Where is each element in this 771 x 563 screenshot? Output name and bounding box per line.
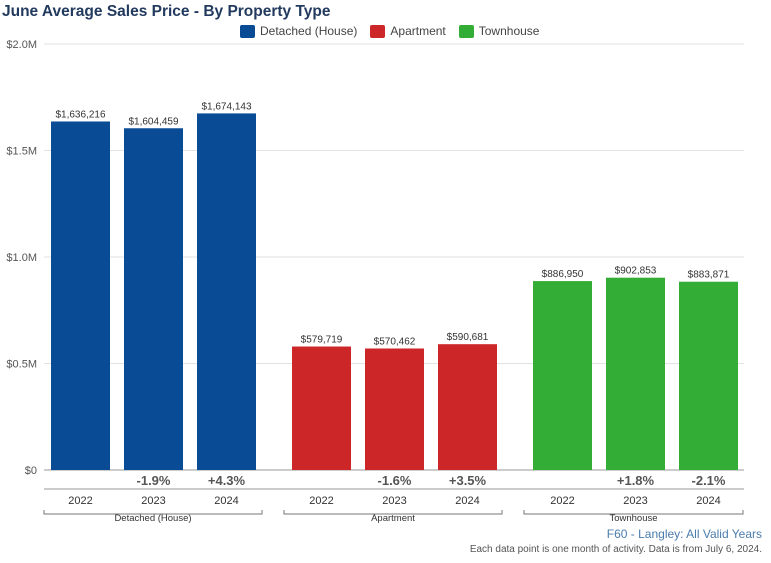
legend-label-detached: Detached (House) <box>260 24 358 38</box>
data-label: $570,462 <box>374 336 416 347</box>
legend-swatch-detached <box>240 24 255 38</box>
category-bracket <box>43 510 263 515</box>
x-tick-label: 2022 <box>309 495 333 507</box>
x-tick-label: 2023 <box>141 495 165 507</box>
data-label: $1,604,459 <box>128 116 178 127</box>
x-tick-label: 2024 <box>455 495 479 507</box>
bar <box>365 348 424 470</box>
bar <box>51 121 110 470</box>
x-tick-label: 2023 <box>382 495 406 507</box>
bar <box>292 346 351 470</box>
x-tick-label: 2024 <box>696 495 720 507</box>
change-label: -1.6% <box>378 473 412 488</box>
change-label: +1.8% <box>617 473 655 488</box>
x-tick-label: 2023 <box>623 495 647 507</box>
footer-note: Each data point is one month of activity… <box>469 544 762 555</box>
legend-item-townhouse[interactable]: Townhouse <box>458 24 540 38</box>
y-tick-label: $1.0M <box>6 252 37 264</box>
legend-label-apartment: Apartment <box>390 24 446 38</box>
x-tick-label: 2022 <box>68 495 92 507</box>
bar <box>197 113 256 471</box>
footer-source: F60 - Langley: All Valid Years <box>606 527 762 541</box>
bar <box>438 344 497 470</box>
chart-title: June Average Sales Price - By Property T… <box>2 3 331 20</box>
y-tick-label: $1.5M <box>6 146 37 158</box>
y-tick-label: $0 <box>25 465 37 477</box>
category-label: Townhouse <box>609 513 657 524</box>
legend-label-townhouse: Townhouse <box>478 24 540 38</box>
data-label: $902,853 <box>615 266 657 277</box>
change-label: -2.1% <box>692 473 726 488</box>
y-tick-label: $0.5M <box>6 359 37 371</box>
x-tick-label: 2024 <box>214 495 238 507</box>
category-bracket <box>283 510 503 515</box>
category-bracket <box>523 510 744 515</box>
legend-swatch-apartment <box>370 24 386 38</box>
legend-swatch-townhouse <box>458 24 474 38</box>
data-label: $886,950 <box>542 269 584 280</box>
data-label: $1,636,216 <box>55 109 105 120</box>
category-label: Detached (House) <box>114 513 191 524</box>
legend: Detached (House) Apartment Townhouse <box>240 24 539 38</box>
x-tick-label: 2022 <box>550 495 574 507</box>
change-label: +4.3% <box>208 473 246 488</box>
change-label: +3.5% <box>449 473 487 488</box>
legend-item-apartment[interactable]: Apartment <box>370 24 446 38</box>
data-label: $883,871 <box>688 270 730 281</box>
bar <box>124 128 183 470</box>
y-tick-label: $2.0M <box>6 39 37 51</box>
bar <box>533 281 592 470</box>
bar <box>606 277 665 470</box>
legend-item-detached[interactable]: Detached (House) <box>240 24 357 38</box>
change-label: -1.9% <box>137 473 171 488</box>
data-label: $579,719 <box>301 335 343 346</box>
data-label: $590,681 <box>447 332 489 343</box>
category-label: Apartment <box>371 513 415 524</box>
bar <box>679 281 738 470</box>
data-label: $1,674,143 <box>201 101 251 112</box>
